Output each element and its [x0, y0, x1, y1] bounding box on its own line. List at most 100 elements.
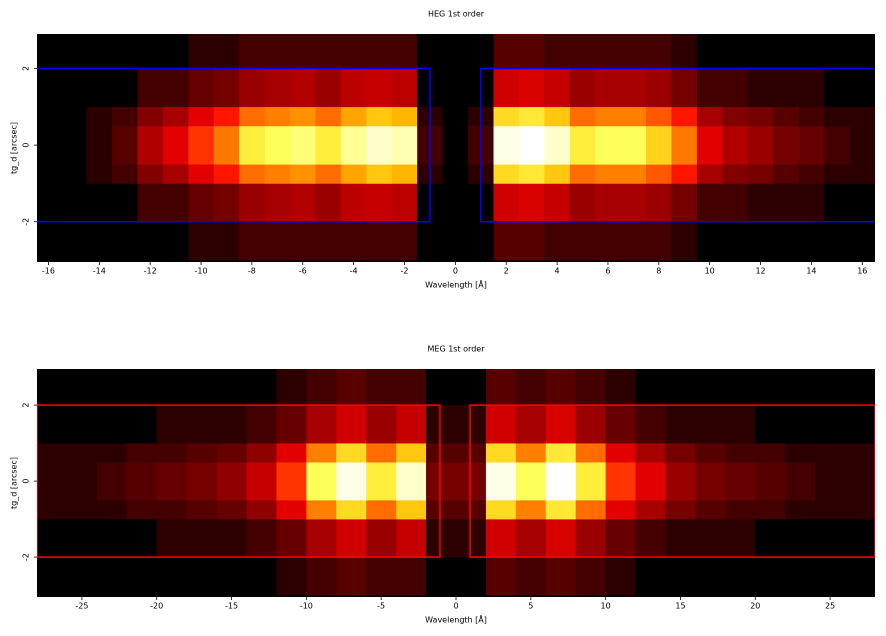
heatmap-cell [849, 125, 875, 165]
heatmap-cell [391, 106, 418, 127]
heatmap-cell [216, 557, 247, 596]
heatmap-cell [264, 106, 291, 127]
heatmap-cell [37, 519, 68, 558]
heatmap-cell [391, 164, 418, 184]
heatmap-cell [665, 405, 696, 444]
heatmap-cell [456, 405, 487, 444]
heatmap-cell [544, 125, 571, 165]
heatmap-cell [575, 519, 606, 558]
heatmap-cell [493, 125, 520, 165]
heatmap-cell [417, 221, 443, 261]
heatmap-cell [695, 405, 726, 444]
heatmap-cell [366, 34, 393, 69]
heatmap-cell [315, 221, 342, 261]
heatmap-cell [239, 183, 265, 223]
x-tick-label: 20 [750, 602, 760, 611]
heatmap-cell [426, 369, 457, 406]
heatmap-cell [315, 183, 342, 223]
heatmap-cell [96, 557, 128, 596]
heatmap-cell [773, 183, 800, 223]
heatmap-cell [264, 164, 291, 184]
heatmap-cell [442, 34, 469, 69]
heatmap-cell [493, 68, 520, 108]
heatmap-cell [126, 443, 158, 463]
heatmap-cell [86, 68, 113, 108]
heatmap-cell [290, 68, 316, 108]
heatmap-cell [646, 183, 672, 223]
heatmap-cell [186, 519, 217, 558]
heatmap-cell [605, 462, 636, 501]
heatmap-cell [595, 68, 621, 108]
heatmap-cell [216, 500, 247, 520]
heatmap-cell [456, 443, 487, 463]
heatmap-cell [188, 34, 215, 69]
heatmap-cell [695, 462, 726, 501]
heatmap-cell [426, 462, 457, 501]
heatmap-cell [785, 500, 816, 520]
heatmap-cell [725, 519, 756, 558]
heatmap-cell [112, 34, 138, 69]
heatmap-cell [290, 34, 316, 69]
heatmap-cell [276, 405, 307, 444]
heatmap-cell [188, 106, 215, 127]
heatmap-cell [696, 221, 723, 261]
heatmap-cell [695, 557, 726, 596]
heatmap-cell [620, 68, 647, 108]
heatmap-cell [605, 557, 636, 596]
heatmap-cell [306, 519, 337, 558]
x-axis-label: Wavelength [Å] [425, 279, 487, 290]
heatmap-cell [366, 369, 397, 406]
chart-title: MEG 1st order [428, 345, 486, 354]
region-box [37, 404, 441, 558]
heatmap-cell [86, 125, 113, 165]
heatmap-cell [646, 221, 672, 261]
heatmap-cell [396, 405, 427, 444]
heatmap-cell [605, 500, 636, 520]
heatmap-cell [391, 183, 418, 223]
heatmap-cell [246, 369, 277, 406]
heatmap-cell [276, 557, 307, 596]
heatmap-cell [37, 500, 68, 520]
heatmap-cell [366, 405, 397, 444]
heatmap-cell [545, 557, 577, 596]
heatmap-cell [725, 405, 756, 444]
heatmap-cell [66, 500, 98, 520]
heatmap-cell [239, 221, 265, 261]
heatmap-cell [396, 462, 427, 501]
y-tick-label: -2 [22, 218, 31, 226]
heatmap-cell [515, 557, 547, 596]
heatmap-cell [315, 34, 342, 69]
heatmap-cell [366, 183, 393, 223]
heatmap-cell [798, 34, 825, 69]
heatmap-cell [518, 106, 545, 127]
heatmap-cell [37, 68, 62, 108]
heatmap-cell [545, 462, 577, 501]
heatmap-cell [162, 125, 189, 165]
heatmap-cell [188, 125, 215, 165]
heatmap-cell [96, 405, 128, 444]
heatmap-cell [845, 443, 875, 463]
heatmap-cell [290, 164, 316, 184]
heatmap-cell [366, 500, 397, 520]
heatmap-cell [112, 221, 138, 261]
heatmap-cell [485, 443, 517, 463]
heatmap-cell [366, 557, 397, 596]
heatmap-cell [785, 405, 816, 444]
heatmap-cell [126, 519, 158, 558]
heatmap-cell [515, 519, 547, 558]
heatmap-cell [646, 164, 672, 184]
heatmap-cell [96, 519, 128, 558]
heatmap-cell [61, 183, 87, 223]
heatmap-cell [306, 557, 337, 596]
heatmap-cell [696, 106, 723, 127]
heatmap-cell [264, 221, 291, 261]
heatmap-cell [37, 443, 68, 463]
heatmap-cell [725, 557, 756, 596]
heatmap-cell [126, 405, 158, 444]
heatmap-cell [785, 462, 816, 501]
heatmap-cell [646, 68, 672, 108]
heatmap-cell [96, 462, 128, 501]
heatmap-cell [340, 34, 367, 69]
heatmap-cell [824, 183, 850, 223]
heatmap-cell [468, 34, 494, 69]
